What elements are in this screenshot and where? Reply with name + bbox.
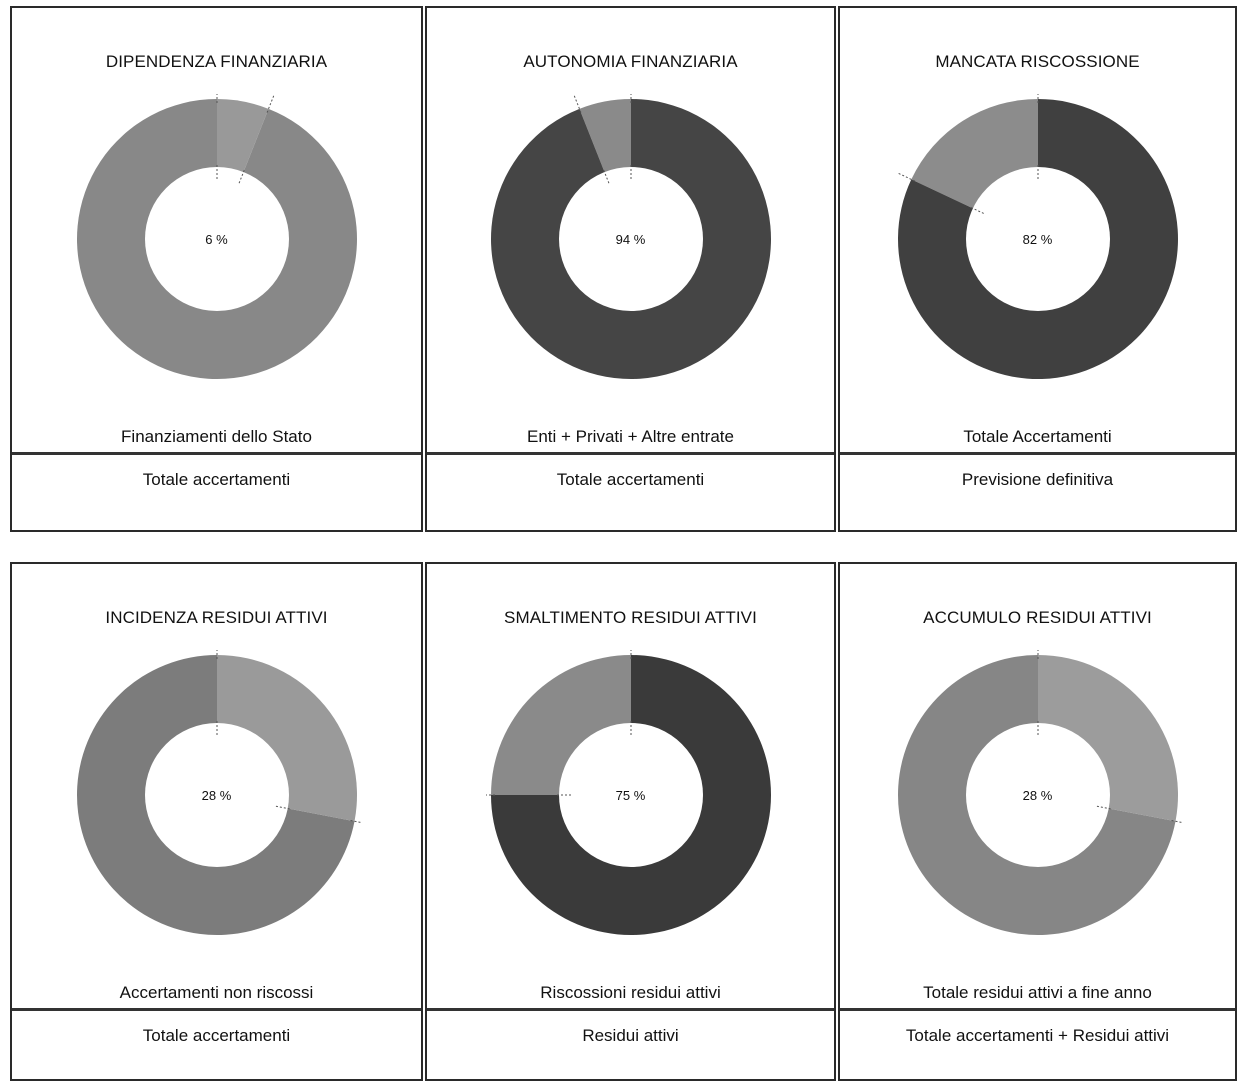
fraction-divider: [12, 452, 421, 455]
donut-hole: [965, 167, 1110, 311]
slice-boundary-end: [897, 172, 915, 182]
numerator-label: Totale Accertamenti: [963, 427, 1112, 446]
fraction-divider: [840, 452, 1235, 455]
chart-title: DIPENDENZA FINANZIARIA: [105, 52, 328, 71]
chart-title: ACCUMULO RESIDUI ATTIVI: [923, 608, 1152, 627]
numerator-label: Finanziamenti dello Stato: [121, 427, 312, 446]
chart-title: AUTONOMIA FINANZIARIA: [523, 52, 738, 71]
slice-boundary-end: [349, 819, 362, 824]
donut-chart: [76, 650, 362, 935]
slice-boundary-end: [573, 95, 581, 113]
center-percentage-label: 6 %: [205, 232, 228, 247]
donut-chart: [76, 94, 357, 379]
donut-chart: [897, 94, 1178, 379]
center-percentage-label: 28 %: [1022, 788, 1053, 803]
chart-title: INCIDENZA RESIDUI ATTIVI: [105, 608, 328, 627]
numerator-label: Accertamenti non riscossi: [119, 983, 314, 1002]
center-percentage-label: 75 %: [615, 788, 646, 803]
donut-chart: [490, 94, 771, 379]
chart-panel-autonomia-finanziaria: AUTONOMIA FINANZIARIA 94 % Enti + Privat…: [425, 6, 836, 532]
donut-chart: [897, 650, 1183, 935]
chart-panel-mancata-riscossione: MANCATA RISCOSSIONE 82 % Totale Accertam…: [838, 6, 1237, 532]
center-percentage-label: 94 %: [615, 232, 646, 247]
chart-panel-smaltimento-residui-attivi: SMALTIMENTO RESIDUI ATTIVI 75 % Riscossi…: [425, 562, 836, 1081]
slice-boundary-end-inner: [970, 207, 986, 215]
denominator-label: Residui attivi: [582, 1026, 679, 1045]
center-percentage-label: 82 %: [1022, 232, 1053, 247]
donut-hole: [558, 723, 703, 867]
denominator-label: Previsione definitiva: [961, 470, 1114, 489]
donut-hole: [144, 723, 289, 867]
chart-panel-incidenza-residui-attivi: INCIDENZA RESIDUI ATTIVI 28 % Accertamen…: [10, 562, 423, 1081]
donut-chart: [485, 650, 771, 935]
numerator-label: Enti + Privati + Altre entrate: [527, 427, 734, 446]
denominator-label: Totale accertamenti + Residui attivi: [905, 1026, 1170, 1045]
denominator-label: Totale accertamenti: [142, 470, 291, 489]
donut-hole: [965, 723, 1110, 867]
fraction-divider: [12, 1008, 421, 1011]
slice-boundary-end-inner: [1094, 805, 1111, 810]
slice-boundary-end: [266, 95, 274, 113]
donut-hole: [558, 167, 703, 311]
numerator-label: Totale residui attivi a fine anno: [923, 983, 1152, 1002]
numerator-label: Riscossioni residui attivi: [540, 983, 721, 1002]
chart-title: SMALTIMENTO RESIDUI ATTIVI: [504, 608, 757, 627]
chart-title: MANCATA RISCOSSIONE: [935, 52, 1140, 71]
denominator-label: Totale accertamenti: [142, 1026, 291, 1045]
center-percentage-label: 28 %: [201, 788, 232, 803]
fraction-divider: [427, 1008, 834, 1011]
fraction-divider: [427, 452, 834, 455]
donut-hole: [144, 167, 289, 311]
slice-boundary-end-inner: [602, 170, 610, 186]
denominator-label: Totale accertamenti: [556, 470, 705, 489]
slice-boundary-end-inner: [237, 170, 245, 186]
chart-panel-dipendenza-finanziaria: DIPENDENZA FINANZIARIA 6 % Finanziamenti…: [10, 6, 423, 532]
slice-boundary-end: [1170, 819, 1183, 824]
chart-panel-accumulo-residui-attivi: ACCUMULO RESIDUI ATTIVI 28 % Totale resi…: [838, 562, 1237, 1081]
fraction-divider: [840, 1008, 1235, 1011]
